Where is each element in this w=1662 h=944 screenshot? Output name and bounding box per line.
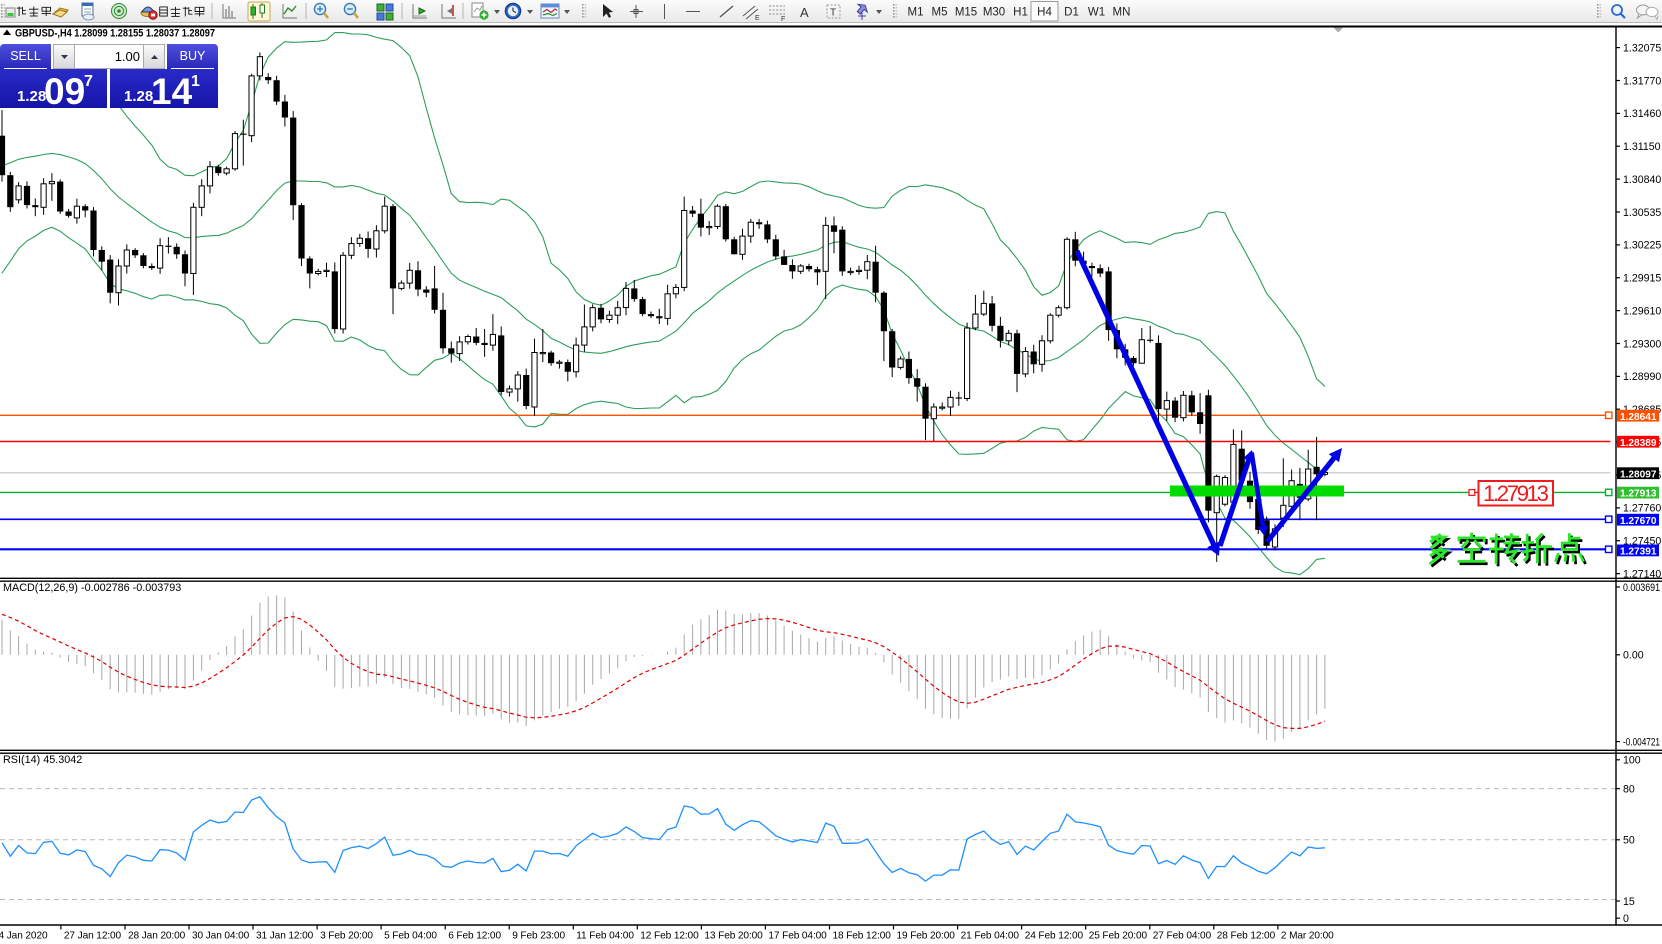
svg-text:1.28389: 1.28389 — [1620, 438, 1657, 449]
svg-text:17 Feb 04:00: 17 Feb 04:00 — [768, 931, 827, 942]
svg-text:80: 80 — [1623, 783, 1635, 795]
svg-text:F: F — [781, 16, 785, 22]
svg-text:GBPUSD-,H4 1.28099 1.28155 1.: GBPUSD-,H4 1.28099 1.28155 1.28037 1.280… — [15, 28, 215, 40]
svg-text:M5: M5 — [932, 7, 948, 19]
svg-text:3 Feb 20:00: 3 Feb 20:00 — [320, 931, 373, 942]
svg-text:2 Mar 20:00: 2 Mar 20:00 — [1281, 931, 1334, 942]
svg-text:1.30840: 1.30840 — [1623, 174, 1661, 186]
svg-text:E: E — [755, 15, 760, 22]
svg-text:0: 0 — [1623, 913, 1629, 925]
svg-text:-0.004721: -0.004721 — [1623, 736, 1660, 748]
svg-text:6 Feb 12:00: 6 Feb 12:00 — [448, 931, 501, 942]
svg-text:15: 15 — [1623, 896, 1635, 908]
svg-text:11 Feb 04:00: 11 Feb 04:00 — [576, 931, 634, 942]
svg-text:25 Feb 20:00: 25 Feb 20:00 — [1089, 931, 1148, 942]
svg-text:1.29915: 1.29915 — [1623, 273, 1661, 285]
svg-text:1.27670: 1.27670 — [1620, 516, 1657, 527]
svg-text:MN: MN — [1113, 7, 1131, 19]
svg-text:1.31150: 1.31150 — [1623, 141, 1661, 153]
svg-text:19 Feb 20:00: 19 Feb 20:00 — [897, 931, 956, 942]
svg-text:50: 50 — [1623, 835, 1635, 847]
svg-text:0.00: 0.00 — [1623, 650, 1644, 662]
svg-text:H1: H1 — [1013, 7, 1028, 19]
svg-text:0.003691: 0.003691 — [1623, 582, 1660, 594]
svg-text:H4: H4 — [1037, 7, 1052, 19]
svg-text:1.32075: 1.32075 — [1623, 42, 1661, 54]
svg-text:1.31460: 1.31460 — [1623, 108, 1661, 120]
svg-text:1.27913: 1.27913 — [1483, 481, 1549, 506]
svg-text:1.30225: 1.30225 — [1623, 240, 1661, 252]
svg-text:1.27391: 1.27391 — [1620, 547, 1657, 558]
svg-text:T: T — [830, 8, 836, 19]
svg-text:1.29300: 1.29300 — [1623, 338, 1661, 350]
svg-text:1.28990: 1.28990 — [1623, 371, 1661, 383]
svg-text:5 Feb 04:00: 5 Feb 04:00 — [384, 931, 437, 942]
svg-text:1.31770: 1.31770 — [1623, 75, 1661, 87]
svg-text:1.30535: 1.30535 — [1623, 207, 1661, 219]
svg-text:1.27140: 1.27140 — [1623, 568, 1661, 580]
svg-text:MACD(12,26,9) -0.002786 -0.003: MACD(12,26,9) -0.002786 -0.003793 — [3, 582, 181, 594]
svg-text:M30: M30 — [983, 7, 1005, 19]
svg-text:24 Jan 2020: 24 Jan 2020 — [0, 931, 48, 942]
svg-text:13 Feb 20:00: 13 Feb 20:00 — [704, 931, 763, 942]
svg-text:100: 100 — [1623, 755, 1641, 767]
svg-text:1.29610: 1.29610 — [1623, 305, 1661, 317]
svg-text:31 Jan 12:00: 31 Jan 12:00 — [256, 931, 314, 942]
svg-text:RSI(14) 45.3042: RSI(14) 45.3042 — [3, 754, 82, 766]
svg-text:28 Jan 20:00: 28 Jan 20:00 — [128, 931, 186, 942]
svg-text:1.27913: 1.27913 — [1620, 489, 1657, 500]
svg-text:30 Jan 04:00: 30 Jan 04:00 — [192, 931, 250, 942]
svg-text:1.27760: 1.27760 — [1623, 503, 1661, 515]
svg-text:12 Feb 12:00: 12 Feb 12:00 — [640, 931, 699, 942]
svg-text:M15: M15 — [955, 7, 977, 19]
svg-text:W1: W1 — [1088, 7, 1105, 19]
svg-text:27 Feb 04:00: 27 Feb 04:00 — [1153, 931, 1212, 942]
svg-text:24 Feb 12:00: 24 Feb 12:00 — [1025, 931, 1084, 942]
svg-text:1.28641: 1.28641 — [1620, 412, 1657, 423]
svg-text:A: A — [800, 5, 809, 20]
svg-text:D1: D1 — [1064, 7, 1079, 19]
svg-text:M1: M1 — [908, 7, 924, 19]
svg-text:9 Feb 23:00: 9 Feb 23:00 — [512, 931, 565, 942]
svg-text:27 Jan 12:00: 27 Jan 12:00 — [64, 931, 122, 942]
svg-text:28 Feb 12:00: 28 Feb 12:00 — [1217, 931, 1276, 942]
svg-text:18 Feb 12:00: 18 Feb 12:00 — [833, 931, 892, 942]
svg-text:1.28097: 1.28097 — [1620, 469, 1657, 480]
svg-text:21 Feb 04:00: 21 Feb 04:00 — [961, 931, 1020, 942]
